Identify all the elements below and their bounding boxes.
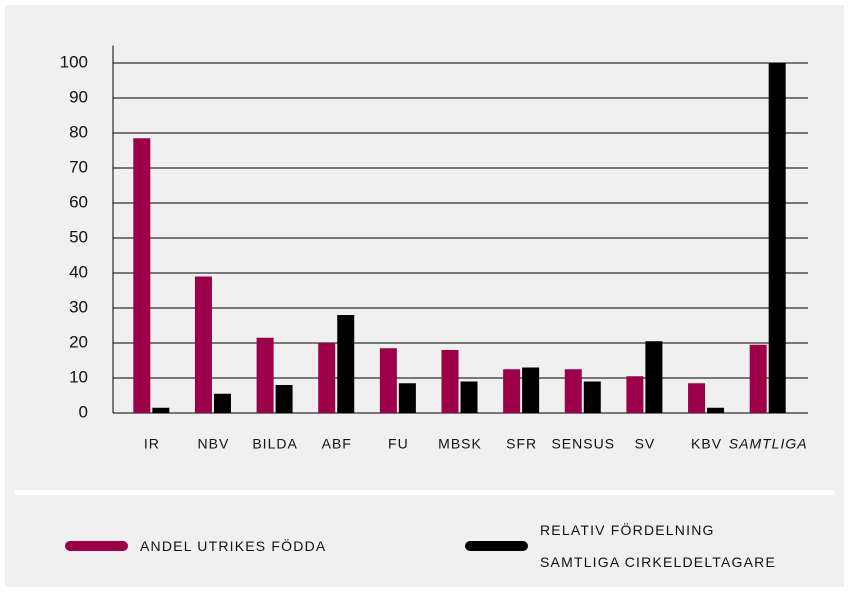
x-tick-label: ABF bbox=[322, 436, 352, 452]
x-tick-label: IR bbox=[144, 436, 160, 452]
bar bbox=[441, 350, 459, 413]
bar bbox=[768, 63, 786, 413]
bar bbox=[398, 383, 416, 413]
bar bbox=[564, 369, 582, 413]
legend-label: RELATIV FÖRDELNING SAMTLIGA CIRKELDELTAG… bbox=[540, 522, 777, 570]
bar bbox=[337, 315, 355, 413]
legend-label: ANDEL UTRIKES FÖDDA bbox=[140, 538, 327, 554]
x-tick-label: SV bbox=[635, 436, 656, 452]
x-tick-label: NBV bbox=[198, 436, 230, 452]
y-tick-label: 90 bbox=[69, 87, 88, 106]
legend-swatch bbox=[65, 541, 128, 551]
bar bbox=[626, 376, 644, 413]
x-tick-label: SFR bbox=[506, 436, 537, 452]
bar bbox=[749, 344, 767, 413]
y-tick-label: 30 bbox=[69, 297, 88, 316]
y-tick-label: 80 bbox=[69, 122, 88, 141]
x-tick-label: KBV bbox=[691, 436, 722, 452]
bar bbox=[688, 383, 706, 413]
x-tick-label: MBSK bbox=[438, 436, 482, 452]
bar bbox=[275, 385, 293, 413]
bar bbox=[213, 393, 231, 413]
x-tick-label: SAMTLIGA bbox=[729, 436, 808, 452]
x-tick-label: FU bbox=[388, 436, 409, 452]
y-tick-label: 40 bbox=[69, 262, 88, 281]
bar bbox=[522, 367, 540, 413]
panel bbox=[5, 5, 844, 587]
bar bbox=[194, 276, 212, 413]
bar bbox=[152, 407, 170, 413]
y-tick-label: 60 bbox=[69, 192, 88, 211]
bar bbox=[583, 381, 601, 413]
y-tick-label: 100 bbox=[60, 52, 88, 71]
x-tick-label: SENSUS bbox=[551, 436, 615, 452]
bar bbox=[379, 348, 397, 413]
bar bbox=[707, 407, 725, 413]
bar bbox=[133, 138, 151, 413]
x-tick-label: BILDA bbox=[252, 436, 297, 452]
y-tick-label: 0 bbox=[79, 402, 88, 421]
bar bbox=[256, 337, 274, 413]
separator bbox=[15, 490, 835, 495]
bar bbox=[318, 343, 336, 413]
y-tick-label: 70 bbox=[69, 157, 88, 176]
bar bbox=[503, 369, 521, 413]
y-tick-label: 50 bbox=[69, 227, 88, 246]
legend-swatch bbox=[465, 541, 528, 551]
bar bbox=[460, 381, 478, 413]
bar bbox=[645, 341, 663, 413]
y-tick-label: 10 bbox=[69, 367, 88, 386]
y-tick-label: 20 bbox=[69, 332, 88, 351]
